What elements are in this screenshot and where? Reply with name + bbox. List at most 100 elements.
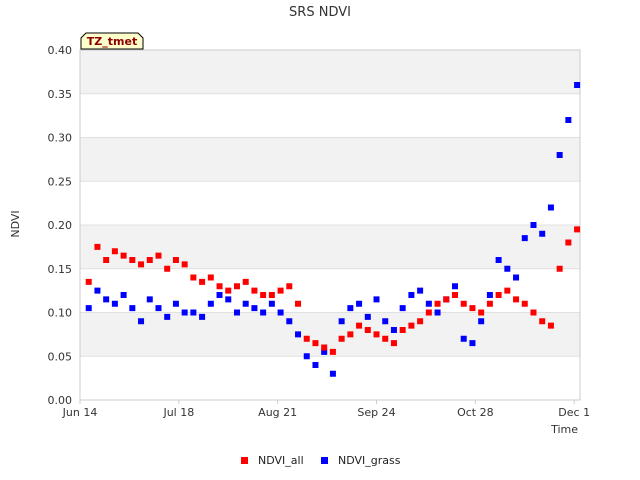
timezone-badge-shape xyxy=(80,32,144,50)
data-point xyxy=(190,309,197,316)
data-point xyxy=(460,300,467,307)
data-point xyxy=(199,313,206,320)
legend-label-ndvi-all: NDVI_all xyxy=(258,454,304,467)
data-point xyxy=(295,300,302,307)
data-point xyxy=(329,370,336,377)
data-point xyxy=(321,348,328,355)
data-point xyxy=(146,296,153,303)
data-point xyxy=(390,327,397,333)
plot-background-bands xyxy=(80,50,580,400)
data-point xyxy=(513,296,520,303)
data-point xyxy=(356,322,363,329)
data-point xyxy=(347,331,354,338)
series-ndvi-grass xyxy=(85,82,581,377)
data-point xyxy=(530,309,537,316)
data-point xyxy=(495,292,502,298)
data-point xyxy=(103,257,110,263)
data-point xyxy=(495,257,502,263)
data-point xyxy=(547,322,554,329)
data-point xyxy=(181,309,188,316)
y-tick-label: 0.30 xyxy=(48,132,73,145)
data-point xyxy=(216,292,223,298)
plot-frame xyxy=(79,49,581,401)
legend-swatch-ndvi-all xyxy=(241,457,248,464)
data-point xyxy=(277,309,284,316)
data-point xyxy=(146,257,153,263)
legend-swatch-ndvi-grass xyxy=(321,457,328,464)
data-point xyxy=(539,318,546,325)
data-point xyxy=(286,283,293,290)
data-point xyxy=(399,327,406,333)
data-point xyxy=(129,305,136,312)
plot-band xyxy=(80,356,580,400)
data-point xyxy=(268,300,275,307)
data-point xyxy=(129,257,136,263)
data-point xyxy=(390,340,397,347)
y-tick-label: 0.00 xyxy=(48,394,73,407)
data-point xyxy=(382,318,389,325)
data-point xyxy=(486,300,493,307)
data-point xyxy=(565,239,572,246)
data-point xyxy=(85,278,92,285)
data-point xyxy=(565,117,572,123)
x-tick-label: Dec 1 xyxy=(558,406,590,419)
data-point xyxy=(199,278,206,285)
data-point xyxy=(172,257,179,263)
data-point xyxy=(164,265,171,272)
data-point xyxy=(539,230,546,237)
data-point xyxy=(530,222,537,228)
data-point xyxy=(504,265,511,272)
data-point xyxy=(338,318,345,325)
data-point xyxy=(408,322,415,329)
data-point xyxy=(268,292,275,298)
data-point xyxy=(513,274,520,281)
data-point xyxy=(443,296,450,303)
timezone-badge-label: TZ_tmet xyxy=(87,35,137,48)
data-point xyxy=(338,335,345,342)
x-tick-label: Oct 28 xyxy=(457,406,494,419)
y-axis-title: NDVI xyxy=(9,210,22,237)
y-tick-label: 0.15 xyxy=(48,263,73,276)
data-point xyxy=(434,309,441,316)
data-point xyxy=(452,283,458,290)
data-point xyxy=(486,292,493,298)
data-point xyxy=(364,313,371,320)
data-point xyxy=(425,309,432,316)
data-point xyxy=(260,309,267,316)
plot-band xyxy=(80,50,580,94)
data-point xyxy=(303,353,310,360)
data-point xyxy=(155,305,162,312)
y-tick-label: 0.40 xyxy=(48,44,73,57)
data-point xyxy=(242,278,249,285)
data-points xyxy=(85,82,581,377)
y-tick-label: 0.05 xyxy=(48,350,73,363)
data-point xyxy=(399,305,406,312)
y-axis: 0.00 0.05 0.10 0.15 0.20 0.25 0.30 0.35 0.40 xyxy=(48,44,73,407)
data-point xyxy=(556,265,563,272)
data-point xyxy=(504,287,511,294)
x-axis-title: Time xyxy=(550,423,578,436)
data-point xyxy=(120,292,127,298)
data-point xyxy=(120,252,127,259)
data-point xyxy=(356,300,363,307)
series-ndvi-all xyxy=(85,226,581,355)
y-tick-label: 0.25 xyxy=(48,175,73,188)
data-point xyxy=(469,305,476,312)
data-point xyxy=(251,287,258,294)
data-point xyxy=(460,335,467,342)
data-point xyxy=(233,283,240,290)
data-point xyxy=(478,318,485,325)
data-point xyxy=(469,340,476,347)
data-point xyxy=(574,82,581,88)
legend: NDVI_all NDVI_grass xyxy=(241,454,401,467)
data-point xyxy=(260,292,267,298)
chart-title: SRS NDVI xyxy=(289,5,351,20)
data-point xyxy=(556,152,563,158)
data-point xyxy=(190,274,197,281)
data-point xyxy=(364,327,371,333)
data-point xyxy=(521,300,528,307)
legend-label-ndvi-grass: NDVI_grass xyxy=(338,454,401,467)
x-axis: Jun 14 Jul 18 Aug 21 Sep 24 Oct 28 Dec 1 xyxy=(62,400,590,419)
x-tick-label: Aug 21 xyxy=(258,406,297,419)
